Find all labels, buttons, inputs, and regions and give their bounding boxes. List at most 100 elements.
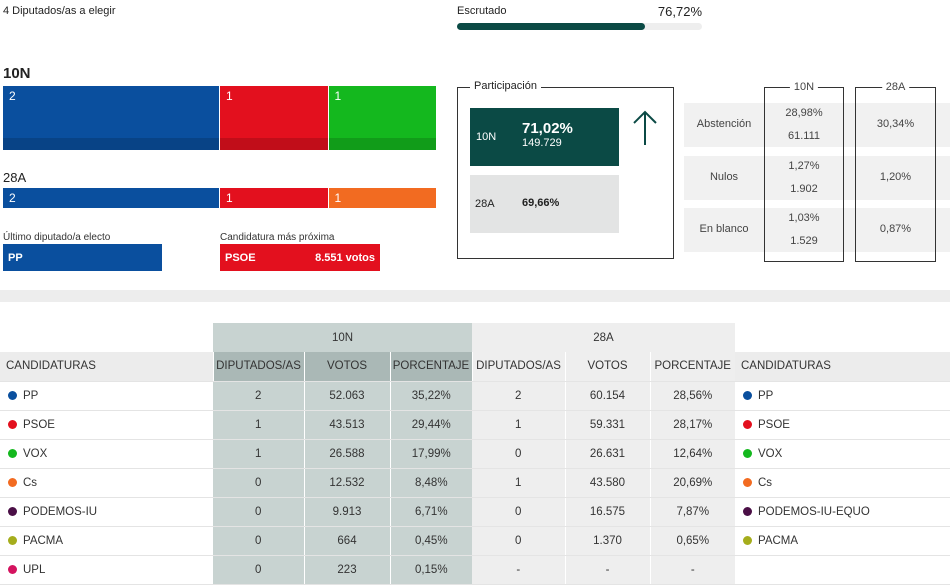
table-row: PP 2 52.063 35,22% 2 60.154 28,56% PP bbox=[0, 381, 950, 411]
table-row: PODEMOS-IU 0 9.913 6,71% 0 16.575 7,87% … bbox=[0, 497, 950, 527]
seats-10n: 2 bbox=[213, 381, 304, 411]
candidate-name: PSOE bbox=[758, 418, 790, 431]
stats-label: En blanco bbox=[699, 223, 749, 235]
seats-bar-28a: 2 1 1 bbox=[3, 188, 437, 208]
party-color-dot-icon bbox=[8, 535, 17, 545]
party-color-dot-icon bbox=[8, 390, 17, 400]
seats-10n: 1 bbox=[213, 439, 304, 469]
arrow-up-icon bbox=[633, 110, 657, 145]
participation-panel: Participación 10N 71,02% 149.729 28A 69,… bbox=[457, 80, 674, 259]
party-color-dot-icon bbox=[743, 390, 752, 400]
seat-count: 2 bbox=[9, 191, 16, 205]
party-color-dot-icon bbox=[743, 477, 752, 487]
candidate-28a: PODEMOS-IU-EQUO bbox=[735, 497, 950, 527]
votes-28a: 43.580 bbox=[564, 468, 650, 498]
group-28a: 28A bbox=[472, 323, 735, 352]
candidate-28a: PACMA bbox=[735, 526, 950, 556]
votes-10n: 43.513 bbox=[303, 410, 390, 440]
table-row: UPL 0 223 0,15% - - - bbox=[0, 555, 950, 585]
party-color-dot-icon bbox=[743, 506, 752, 516]
participation-10n-label: 10N bbox=[476, 131, 497, 143]
candidate-name: PP bbox=[23, 389, 39, 402]
column-header: DIPUTADOS/AS bbox=[212, 352, 304, 382]
pct-10n: 17,99% bbox=[389, 439, 472, 469]
scrutiny-value: 76,72% bbox=[657, 4, 702, 19]
seats-28a: 0 bbox=[472, 497, 565, 527]
candidate-28a: VOX bbox=[735, 439, 950, 469]
pct-10n: 29,44% bbox=[389, 410, 472, 440]
seats-to-elect: 4 Diputados/as a elegir bbox=[3, 5, 116, 17]
votes-10n: 9.913 bbox=[303, 497, 390, 527]
seats-28a-label: 28A bbox=[3, 170, 27, 185]
party-color-dot-icon bbox=[8, 419, 17, 429]
candidate-10n: UPL bbox=[0, 555, 213, 585]
results-table: 10N 28A CANDIDATURAS DIPUTADOS/AS VOTOS PORC… bbox=[0, 323, 950, 585]
seat-count: 1 bbox=[226, 89, 233, 103]
column-header: DIPUTADOS/AS bbox=[471, 352, 565, 382]
votes-28a: 1.370 bbox=[564, 526, 650, 556]
seat-segment-cs: 1 bbox=[328, 188, 436, 208]
participation-28a-pct: 69,66% bbox=[522, 197, 560, 209]
candidate-name: VOX bbox=[758, 447, 783, 460]
stats-col-28a: 28A bbox=[855, 81, 936, 262]
column-header: PORCENTAJE bbox=[389, 352, 472, 382]
pct-28a: 28,56% bbox=[649, 381, 735, 411]
stats-10n-pct: 28,98% bbox=[785, 107, 823, 119]
candidate-name: Cs bbox=[758, 476, 773, 489]
seat-count: 1 bbox=[226, 191, 233, 205]
candidate-name: PACMA bbox=[758, 534, 799, 547]
table-row: PSOE 1 43.513 29,44% 1 59.331 28,17% PSO… bbox=[0, 410, 950, 440]
candidate-name: PODEMOS-IU bbox=[23, 505, 98, 518]
seat-count: 1 bbox=[334, 89, 342, 103]
candidate-name: PODEMOS-IU-EQUO bbox=[758, 505, 870, 518]
participation-10n-votes: 149.729 bbox=[522, 137, 562, 149]
last-elected-box: PP bbox=[3, 244, 162, 271]
last-elected-party: PP bbox=[8, 252, 23, 264]
column-header: VOTOS bbox=[564, 352, 650, 382]
stats-10n-num: 1.529 bbox=[790, 235, 818, 247]
candidate-name: UPL bbox=[23, 563, 46, 576]
seat-segment-psoe: 1 bbox=[220, 86, 328, 150]
votes-10n: 223 bbox=[303, 555, 390, 585]
seats-10n: 0 bbox=[213, 468, 304, 498]
seats-28a: 0 bbox=[472, 439, 565, 469]
candidate-28a: PP bbox=[735, 381, 950, 411]
seat-count: 2 bbox=[9, 89, 16, 103]
party-color-dot-icon bbox=[8, 564, 17, 574]
column-header: CANDIDATURAS bbox=[0, 352, 213, 382]
seats-10n-label: 10N bbox=[3, 65, 31, 82]
party-color-dot-icon bbox=[8, 448, 17, 458]
pct-28a: 0,65% bbox=[649, 526, 735, 556]
seats-10n: 1 bbox=[213, 410, 304, 440]
seats-28a: 0 bbox=[472, 526, 565, 556]
votes-28a: 59.331 bbox=[564, 410, 650, 440]
votes-28a: 60.154 bbox=[564, 381, 650, 411]
stats-label: Nulos bbox=[709, 171, 739, 183]
stats-col-10n-label: 10N bbox=[789, 81, 819, 93]
candidate-10n: PACMA bbox=[0, 526, 213, 556]
candidate-name: PACMA bbox=[23, 534, 64, 547]
seat-segment-vox: 1 bbox=[328, 86, 436, 150]
participation-title: Participación bbox=[470, 80, 541, 92]
seats-28a: - bbox=[472, 555, 565, 585]
closest-box: PSOE 8.551 votos bbox=[220, 244, 380, 271]
candidate-10n: VOX bbox=[0, 439, 213, 469]
party-color-dot-icon bbox=[743, 535, 752, 545]
seat-segment-pp: 2 bbox=[3, 86, 219, 150]
stats-row bbox=[684, 103, 950, 147]
seat-segment-pp: 2 bbox=[3, 188, 219, 208]
seat-count: 1 bbox=[334, 191, 342, 205]
stats-10n-pct: 1,03% bbox=[788, 212, 820, 224]
candidate-name: PP bbox=[758, 389, 774, 402]
stats-label: Abstención bbox=[696, 118, 752, 130]
pct-28a: 28,17% bbox=[649, 410, 735, 440]
participation-28a-label: 28A bbox=[475, 198, 495, 210]
seats-28a: 2 bbox=[472, 381, 565, 411]
votes-28a: 26.631 bbox=[564, 439, 650, 469]
section-divider bbox=[0, 290, 950, 302]
pct-28a: 20,69% bbox=[649, 468, 735, 498]
candidate-name: VOX bbox=[23, 447, 48, 460]
table-row: PACMA 0 664 0,45% 0 1.370 0,65% PACMA bbox=[0, 526, 950, 556]
stats-row bbox=[684, 208, 950, 252]
party-color-dot-icon bbox=[8, 477, 17, 487]
